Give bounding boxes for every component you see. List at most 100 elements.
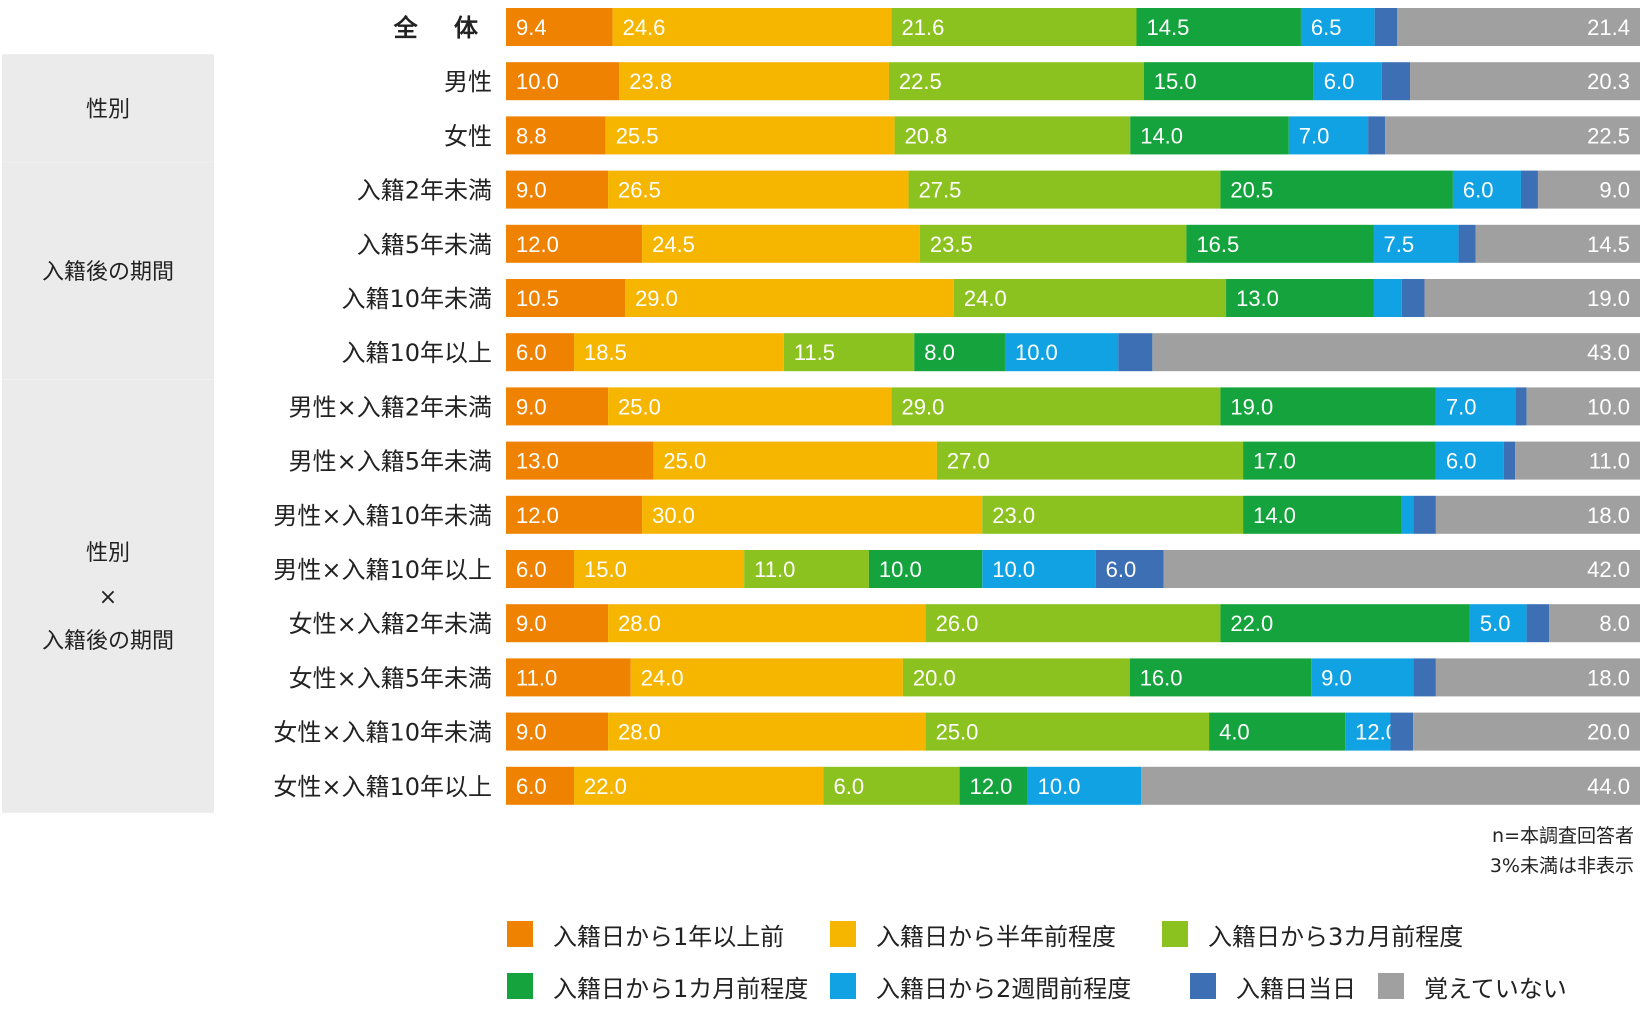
bar-segment	[1118, 333, 1153, 372]
data-label: 12.0	[516, 503, 559, 528]
data-label: 10.0	[1587, 394, 1630, 419]
legend-label: 入籍日から1カ月前程度	[553, 975, 808, 1003]
data-label: 28.0	[618, 611, 661, 636]
bar-segment	[506, 387, 609, 426]
bar-segment	[1526, 387, 1640, 426]
row-label: 女性×入籍10年未満	[273, 719, 492, 747]
data-label: 24.6	[623, 15, 666, 40]
data-label: 17.0	[1253, 449, 1296, 474]
data-label: 10.0	[1038, 774, 1081, 799]
group-label: 性別	[86, 541, 130, 566]
bar-segment	[605, 116, 895, 155]
data-label: 11.0	[754, 557, 795, 582]
bar-segment	[574, 766, 824, 805]
bar-segment	[1469, 604, 1527, 643]
row-label: 男性×入籍10年以上	[273, 556, 492, 584]
legend-swatch	[830, 973, 856, 999]
bar-segment	[1300, 8, 1375, 46]
row-label: 入籍10年未満	[341, 285, 492, 313]
bar-segment	[1381, 62, 1411, 101]
legend-label: 入籍日から2週間前程度	[876, 975, 1131, 1003]
bar-segment	[1475, 224, 1640, 263]
bar-segment	[1401, 495, 1414, 534]
bar-segment	[574, 550, 745, 588]
bar-segment	[630, 658, 903, 697]
bar-segment	[506, 441, 654, 480]
row-label: 女性	[444, 122, 492, 150]
bar-segment	[925, 604, 1221, 643]
legend-swatch	[1378, 973, 1404, 999]
legend-swatch	[507, 921, 533, 947]
row-label: 全 体	[393, 14, 492, 42]
data-label: 9.0	[516, 178, 547, 203]
bar-segment	[1373, 279, 1402, 317]
bar-segment	[506, 279, 626, 317]
bar-segment	[914, 333, 1005, 372]
data-label: 26.0	[936, 611, 979, 636]
data-label: 6.5	[1311, 15, 1342, 40]
bar-segment	[1435, 387, 1516, 426]
bar-segment	[653, 441, 937, 480]
bar-segment	[1413, 712, 1640, 751]
bar-segment	[982, 550, 1096, 588]
data-label: 30.0	[652, 503, 695, 528]
data-label: 10.0	[516, 69, 559, 94]
bar-segment	[1413, 658, 1436, 697]
legend-swatch	[830, 921, 856, 947]
bar-segment	[1095, 550, 1164, 588]
bar-segment	[894, 116, 1131, 155]
data-label: 42.0	[1587, 557, 1630, 582]
data-label: 11.5	[794, 340, 835, 365]
bar-segment	[1152, 333, 1640, 372]
data-label: 9.0	[516, 720, 547, 745]
data-label: 19.0	[1230, 394, 1273, 419]
bar-segment	[506, 658, 631, 697]
bar-segment	[888, 62, 1144, 101]
data-label: 43.0	[1587, 340, 1630, 365]
row-label: 男性×入籍10年未満	[273, 502, 492, 530]
bar-segment	[506, 550, 575, 588]
bar-segment	[1397, 8, 1640, 46]
bar-segment	[619, 62, 889, 101]
data-label: 20.0	[1587, 720, 1630, 745]
data-label: 29.0	[902, 394, 945, 419]
bar-segment	[919, 224, 1187, 263]
data-label: 19.0	[1587, 286, 1630, 311]
data-label: 6.0	[834, 774, 865, 799]
bar-segment	[1526, 604, 1550, 643]
bar-segment	[506, 712, 609, 751]
bar-segment	[1129, 658, 1312, 697]
legend: 入籍日から1年以上前 入籍日から半年前程度 入籍日から3カ月前程度入籍日から1カ月前…	[507, 921, 1567, 1003]
bar-segment	[1136, 8, 1301, 46]
bar-segment	[953, 279, 1227, 317]
notes: n=本調査回答者 3%未満は非表示	[1490, 825, 1634, 877]
bar-segment	[936, 441, 1244, 480]
data-label: 24.0	[641, 665, 684, 690]
bar-segment	[506, 170, 609, 209]
row-label: 入籍10年以上	[341, 339, 492, 367]
data-label: 22.0	[1230, 611, 1273, 636]
data-label: 11.0	[1589, 449, 1630, 474]
bar-segment	[1226, 279, 1374, 317]
bar-segment	[1220, 387, 1436, 426]
data-label: 6.0	[1463, 178, 1494, 203]
data-label: 7.5	[1384, 232, 1415, 257]
bar-segment	[1143, 62, 1314, 101]
bar-segment	[902, 658, 1130, 697]
data-label: 6.0	[1324, 69, 1355, 94]
data-label: 7.0	[1446, 394, 1477, 419]
bar-segment	[574, 333, 784, 372]
data-label: 20.5	[1230, 178, 1273, 203]
bar-segment	[1220, 604, 1470, 643]
data-label: 6.0	[1446, 449, 1477, 474]
legend-label: 入籍日当日	[1236, 975, 1356, 1003]
data-label: 10.0	[879, 557, 922, 582]
row-label: 男性×入籍2年未満	[289, 393, 492, 421]
data-label: 25.0	[663, 449, 706, 474]
data-label: 6.0	[1106, 557, 1137, 582]
bar-segment	[1220, 170, 1453, 209]
data-label: 16.0	[1140, 665, 1183, 690]
bar-segment	[1435, 658, 1640, 697]
bar-segment	[506, 604, 609, 643]
